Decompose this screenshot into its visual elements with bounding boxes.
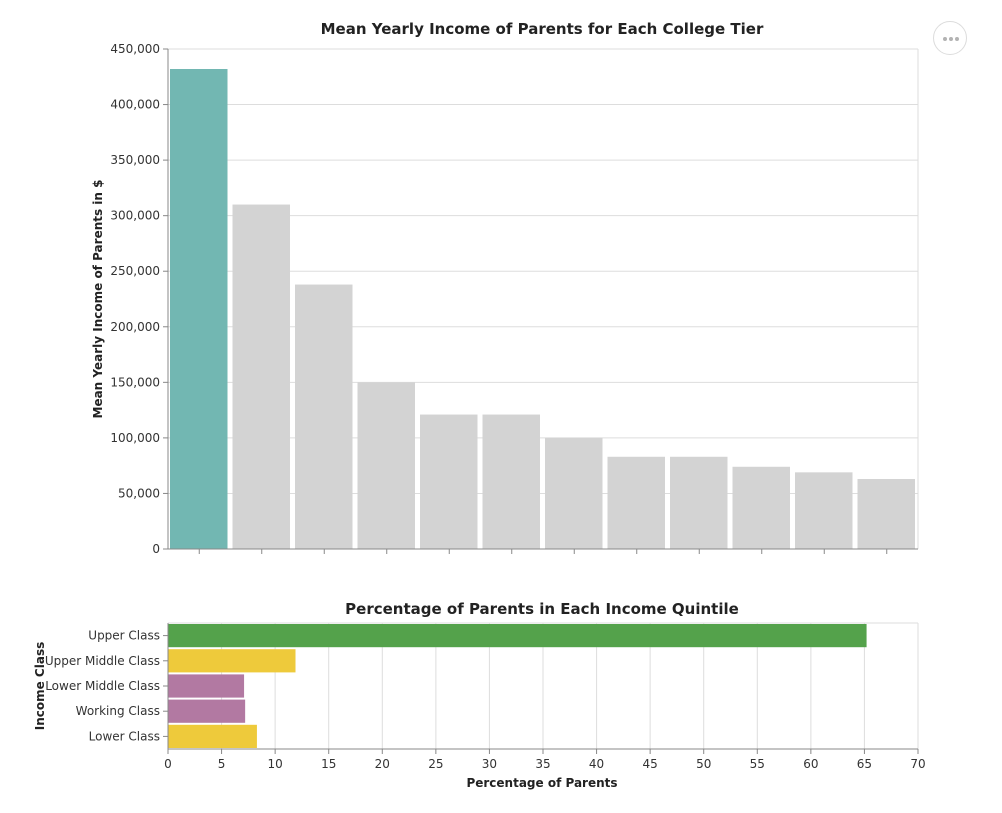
more-horizontal-icon-dot	[955, 37, 959, 41]
x-tick-label: 50	[696, 757, 711, 771]
y-tick-label: 250,000	[110, 264, 160, 278]
y-tick-label: Lower Class	[89, 729, 160, 743]
chart-title: Percentage of Parents in Each Income Qui…	[345, 600, 739, 618]
bar	[170, 69, 228, 549]
bars	[170, 69, 915, 550]
x-tick-label: 40	[589, 757, 604, 771]
bars	[168, 624, 867, 748]
more-horizontal-icon-dot	[943, 37, 947, 41]
chart-title: Mean Yearly Income of Parents for Each C…	[321, 20, 764, 38]
y-tick-label: 400,000	[110, 98, 160, 112]
y-tick-label: 0	[152, 542, 160, 556]
x-tick-label: 55	[750, 757, 765, 771]
y-axis-title: Mean Yearly Income of Parents in $	[91, 180, 105, 419]
y-axis-title: Income Class	[33, 642, 47, 731]
bar	[168, 624, 867, 648]
x-tick-label: 35	[535, 757, 550, 771]
x-tick-label: 0	[164, 757, 172, 771]
y-tick-label: 50,000	[118, 486, 160, 500]
y-tick-label: Upper Middle Class	[45, 654, 160, 668]
x-tick-label: 65	[857, 757, 872, 771]
y-tick-label: Working Class	[76, 704, 160, 718]
y-tick-label: 300,000	[110, 209, 160, 223]
x-tick-label: 15	[321, 757, 336, 771]
y-tick-label: Lower Middle Class	[45, 679, 160, 693]
more-horizontal-icon-dot	[949, 37, 953, 41]
bar	[795, 472, 853, 549]
income-by-tier-chart: Mean Yearly Income of Parents for Each C…	[91, 20, 919, 556]
bar	[168, 699, 246, 723]
axes: 0 5 10 15 20 25 30 35 40 45 50 55 60 65 70 Upper Class U…	[45, 623, 926, 771]
bar	[732, 466, 790, 549]
x-tick-label: 20	[375, 757, 390, 771]
bar	[232, 204, 290, 550]
gridlines	[167, 622, 919, 749]
bar	[420, 414, 478, 549]
y-tick-label: 100,000	[110, 431, 160, 445]
x-tick-label: 45	[643, 757, 658, 771]
income-quintile-chart: Percentage of Parents in Each Income Qui…	[33, 600, 926, 790]
x-tick-label: 70	[910, 757, 925, 771]
x-tick-label: 10	[268, 757, 283, 771]
x-tick-label: 60	[803, 757, 818, 771]
more-options-button[interactable]	[933, 21, 967, 55]
bar	[168, 649, 296, 673]
x-tick-label: 25	[428, 757, 443, 771]
bar	[357, 382, 415, 549]
bar	[168, 724, 257, 748]
x-tick-label: 5	[218, 757, 226, 771]
axes: 0 50,000 100,000 150,000 200,000 250,000 300,0…	[110, 42, 918, 556]
bar	[482, 414, 540, 549]
y-tick-label: 150,000	[110, 375, 160, 389]
y-tick-label: 350,000	[110, 153, 160, 167]
x-axis-title: Percentage of Parents	[466, 776, 617, 790]
bar	[607, 456, 665, 549]
y-tick-label: Upper Class	[88, 629, 160, 643]
y-tick-label: 450,000	[110, 42, 160, 56]
bar	[295, 284, 353, 549]
x-tick-label: 30	[482, 757, 497, 771]
bar	[857, 479, 915, 549]
bar	[545, 437, 603, 549]
bar	[670, 456, 728, 549]
y-tick-label: 200,000	[110, 320, 160, 334]
bar	[168, 674, 245, 698]
